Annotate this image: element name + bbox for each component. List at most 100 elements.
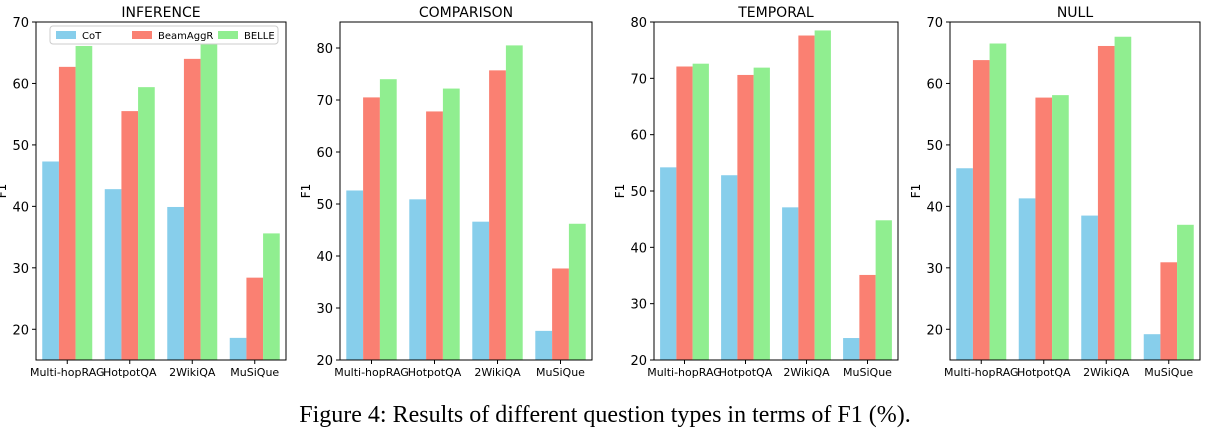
chart-title: INFERENCE	[121, 5, 200, 21]
bar-temporal-hotpotqa-cot	[721, 175, 738, 360]
bar-comparison-musique-belle	[568, 223, 586, 360]
legend-label-cot: CoT	[82, 31, 102, 42]
bar-temporal-2wikiqa-belle	[814, 30, 831, 360]
y-tick-label: 50	[316, 198, 333, 213]
bar-null-musique-beamaggr	[1160, 262, 1178, 360]
x-tick-label: MuSiQue	[536, 366, 585, 379]
bar-temporal-hotpotqa-belle	[753, 67, 770, 360]
x-tick-label: HotpotQA	[719, 366, 773, 379]
bar-comparison-multi-hoprag-beamaggr	[363, 97, 380, 361]
bar-null-multi-hoprag-cot	[956, 168, 973, 360]
y-tick-label: 50	[630, 185, 647, 200]
bar-temporal-multi-hoprag-belle	[692, 63, 709, 360]
x-tick-label: HotpotQA	[408, 366, 462, 379]
bar-inference-2wikiqa-cot	[167, 206, 184, 360]
x-tick-label: 2WikiQA	[1083, 366, 1130, 379]
legend-swatch-beamaggr	[132, 31, 152, 39]
plot-frame	[339, 21, 593, 361]
x-tick-label: Multi-hopRAG	[334, 366, 409, 379]
bar-temporal-2wikiqa-beamaggr	[798, 35, 815, 361]
bar-inference-multi-hoprag-belle	[75, 45, 93, 360]
x-tick-label: Multi-hopRAG	[30, 366, 105, 379]
chart-title: COMPARISON	[419, 5, 513, 21]
bar-temporal-musique-beamaggr	[859, 274, 876, 360]
bar-null-musique-cot	[1143, 334, 1161, 360]
y-tick-label: 70	[316, 94, 333, 109]
y-tick-label: 50	[926, 139, 943, 154]
y-tick-label: 20	[12, 323, 29, 338]
y-axis-label: F1	[0, 184, 9, 199]
legend-label-belle: BELLE	[244, 31, 275, 42]
bar-temporal-musique-belle	[875, 220, 892, 360]
plot-frame	[653, 21, 899, 361]
bar-inference-multi-hoprag-beamaggr	[58, 66, 76, 361]
x-tick-label: HotpotQA	[103, 366, 157, 379]
y-tick-label: 30	[12, 262, 29, 277]
bar-temporal-2wikiqa-cot	[782, 207, 799, 360]
y-tick-label: 50	[12, 139, 29, 154]
x-tick-label: Multi-hopRAG	[944, 366, 1019, 379]
bar-null-hotpotqa-beamaggr	[1035, 97, 1053, 360]
bar-comparison-hotpotqa-belle	[442, 88, 460, 360]
y-tick-label: 30	[316, 302, 333, 317]
figure-caption: Figure 4: Results of different question …	[299, 402, 911, 428]
bar-temporal-multi-hoprag-cot	[660, 167, 677, 360]
bar-inference-2wikiqa-beamaggr	[183, 58, 201, 361]
bar-comparison-multi-hoprag-belle	[379, 79, 397, 360]
y-axis-label: F1	[299, 184, 313, 199]
y-tick-label: 20	[316, 354, 333, 369]
bar-null-hotpotqa-cot	[1018, 198, 1036, 360]
bar-inference-musique-cot	[229, 337, 247, 360]
plot-frame	[35, 21, 287, 361]
y-tick-label: 40	[630, 241, 647, 256]
bar-null-musique-belle	[1177, 224, 1194, 360]
y-tick-label: 70	[12, 16, 29, 31]
y-tick-label: 60	[316, 146, 333, 161]
bar-comparison-2wikiqa-beamaggr	[489, 70, 506, 361]
y-tick-label: 20	[630, 354, 647, 369]
bar-null-multi-hoprag-belle	[989, 43, 1007, 360]
bar-inference-multi-hoprag-cot	[42, 161, 59, 360]
y-tick-label: 40	[926, 200, 943, 215]
x-tick-label: 2WikiQA	[474, 366, 521, 379]
bar-comparison-musique-cot	[535, 330, 553, 360]
legend-label-beamaggr: BeamAggR	[158, 31, 213, 42]
x-tick-label: MuSiQue	[1144, 366, 1193, 379]
bar-temporal-multi-hoprag-beamaggr	[676, 66, 693, 360]
y-tick-label: 80	[630, 16, 647, 31]
x-tick-label: MuSiQue	[843, 366, 892, 379]
x-tick-label: 2WikiQA	[169, 366, 216, 379]
y-tick-label: 60	[926, 77, 943, 92]
bar-inference-hotpotqa-cot	[104, 189, 122, 360]
bar-inference-hotpotqa-belle	[138, 87, 155, 360]
chart-title: TEMPORAL	[737, 5, 814, 21]
bar-comparison-hotpotqa-cot	[409, 199, 427, 360]
bar-comparison-2wikiqa-belle	[505, 45, 523, 361]
bar-comparison-multi-hoprag-cot	[346, 190, 364, 360]
y-tick-label: 80	[316, 42, 333, 57]
bar-temporal-musique-cot	[843, 338, 860, 360]
bar-null-hotpotqa-belle	[1052, 95, 1069, 360]
x-tick-label: Multi-hopRAG	[647, 366, 722, 379]
bar-inference-musique-beamaggr	[246, 277, 264, 360]
bar-inference-musique-belle	[263, 233, 280, 360]
bar-inference-2wikiqa-belle	[200, 41, 218, 361]
y-tick-label: 30	[926, 262, 943, 277]
legend-swatch-belle	[218, 31, 238, 39]
bar-null-multi-hoprag-beamaggr	[972, 60, 990, 360]
y-tick-label: 30	[630, 298, 647, 313]
bar-temporal-hotpotqa-beamaggr	[737, 74, 754, 360]
y-tick-label: 40	[316, 250, 333, 265]
bar-null-2wikiqa-beamaggr	[1097, 45, 1115, 360]
y-tick-label: 40	[12, 200, 29, 215]
plot-frame	[949, 21, 1201, 361]
legend-swatch-cot	[56, 31, 76, 39]
y-tick-label: 70	[926, 16, 943, 31]
chart-title: NULL	[1057, 5, 1094, 21]
y-tick-label: 60	[630, 129, 647, 144]
